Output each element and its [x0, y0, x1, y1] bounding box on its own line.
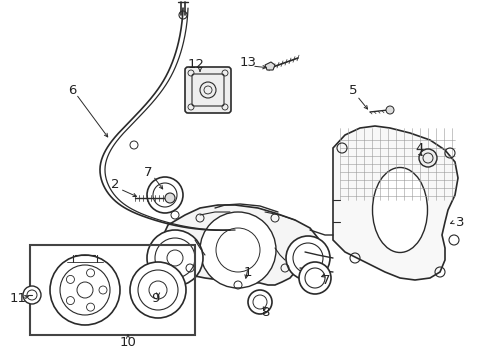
- Circle shape: [200, 212, 275, 288]
- Text: 4: 4: [415, 141, 423, 154]
- Bar: [30, 245, 195, 335]
- FancyBboxPatch shape: [184, 67, 230, 113]
- Text: 8: 8: [260, 306, 268, 319]
- Circle shape: [23, 286, 41, 304]
- Circle shape: [164, 193, 175, 203]
- Text: 6: 6: [68, 84, 76, 96]
- Circle shape: [50, 255, 120, 325]
- Ellipse shape: [372, 167, 427, 252]
- Circle shape: [385, 106, 393, 114]
- Circle shape: [130, 262, 185, 318]
- Circle shape: [285, 236, 329, 280]
- Circle shape: [147, 230, 203, 286]
- Text: 5: 5: [348, 84, 357, 96]
- Text: 11: 11: [9, 292, 26, 305]
- Circle shape: [247, 290, 271, 314]
- Polygon shape: [264, 62, 274, 70]
- Circle shape: [418, 149, 436, 167]
- Text: 3: 3: [455, 216, 463, 229]
- Text: 7: 7: [143, 166, 152, 179]
- Circle shape: [147, 177, 183, 213]
- Polygon shape: [160, 205, 317, 285]
- Text: 9: 9: [150, 292, 159, 305]
- Circle shape: [298, 262, 330, 294]
- Text: 13: 13: [239, 55, 256, 68]
- Text: 1: 1: [243, 266, 252, 279]
- Text: 10: 10: [120, 336, 136, 348]
- Polygon shape: [332, 126, 457, 280]
- Text: 12: 12: [187, 58, 204, 72]
- Text: 7: 7: [321, 274, 329, 287]
- Text: 2: 2: [110, 179, 119, 192]
